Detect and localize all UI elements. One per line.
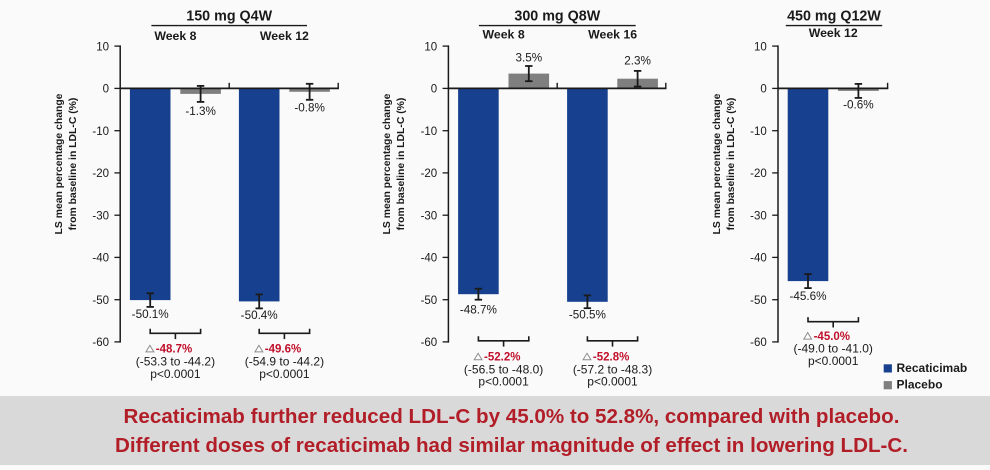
- svg-text:(-54.9 to -44.2): (-54.9 to -44.2): [245, 355, 324, 369]
- svg-text:3.5%: 3.5%: [515, 51, 542, 64]
- svg-text:-20: -20: [92, 168, 109, 180]
- svg-text:-30: -30: [421, 210, 438, 222]
- svg-text:(-56.5 to -48.0): (-56.5 to -48.0): [464, 362, 543, 376]
- svg-text:-45.6%: -45.6%: [789, 290, 826, 303]
- svg-text:-50: -50: [92, 295, 109, 307]
- svg-text:LS mean percentage change: LS mean percentage change: [54, 93, 65, 234]
- svg-text:450 mg Q12W: 450 mg Q12W: [787, 8, 881, 24]
- svg-text:-52.8%: -52.8%: [593, 352, 629, 364]
- svg-text:-40: -40: [92, 253, 109, 265]
- svg-text:Week 12: Week 12: [260, 29, 309, 43]
- svg-text:-52.2%: -52.2%: [484, 352, 520, 364]
- svg-text:-60: -60: [92, 337, 109, 349]
- svg-text:p<0.0001: p<0.0001: [587, 375, 638, 389]
- svg-text:-50.4%: -50.4%: [241, 309, 278, 322]
- svg-text:-50.1%: -50.1%: [132, 308, 169, 321]
- svg-text:-48.7%: -48.7%: [156, 344, 192, 356]
- svg-text:-45.0%: -45.0%: [814, 331, 850, 343]
- svg-text:-40: -40: [421, 253, 438, 265]
- svg-text:-40: -40: [750, 253, 767, 265]
- svg-text:from baseline in LDL-C (%): from baseline in LDL-C (%): [68, 98, 79, 231]
- svg-text:(-49.0 to -41.0): (-49.0 to -41.0): [794, 341, 873, 355]
- svg-text:LS mean percentage change: LS mean percentage change: [382, 93, 393, 234]
- svg-text:Week 8: Week 8: [154, 29, 196, 43]
- svg-text:0: 0: [431, 84, 437, 96]
- svg-text:-50: -50: [750, 295, 767, 307]
- svg-text:10: 10: [754, 41, 767, 53]
- svg-text:-30: -30: [750, 210, 767, 222]
- svg-text:Week 16: Week 16: [588, 27, 637, 41]
- svg-text:(-53.3 to -44.2): (-53.3 to -44.2): [136, 355, 215, 369]
- svg-text:from baseline in LDL-C (%): from baseline in LDL-C (%): [396, 98, 407, 231]
- svg-text:p<0.0001: p<0.0001: [150, 367, 201, 381]
- svg-text:-50: -50: [421, 295, 438, 307]
- svg-text:-20: -20: [750, 168, 767, 180]
- svg-text:LS mean percentage change: LS mean percentage change: [712, 93, 723, 234]
- svg-text:-10: -10: [421, 126, 438, 138]
- svg-text:-0.8%: -0.8%: [294, 101, 325, 114]
- svg-text:-60: -60: [750, 337, 767, 349]
- svg-text:Recaticimab: Recaticimab: [897, 361, 968, 375]
- svg-text:-20: -20: [421, 168, 438, 180]
- svg-text:10: 10: [96, 41, 109, 53]
- svg-text:-10: -10: [92, 126, 109, 138]
- svg-text:from baseline in LDL-C (%): from baseline in LDL-C (%): [726, 98, 737, 231]
- svg-text:p<0.0001: p<0.0001: [478, 375, 529, 389]
- svg-text:0: 0: [103, 84, 109, 96]
- svg-text:-30: -30: [92, 210, 109, 222]
- svg-text:-0.6%: -0.6%: [843, 98, 874, 111]
- svg-text:Recaticimab further reduced LD: Recaticimab further reduced LDL-C by 45.…: [124, 405, 900, 428]
- svg-text:Different doses of recaticimab: Different doses of recaticimab had simil…: [115, 434, 908, 457]
- svg-text:Week 12: Week 12: [809, 26, 858, 40]
- svg-text:150 mg Q4W: 150 mg Q4W: [186, 8, 272, 24]
- svg-text:-49.6%: -49.6%: [265, 344, 301, 356]
- svg-text:300 mg Q8W: 300 mg Q8W: [514, 8, 600, 24]
- svg-text:0: 0: [760, 84, 766, 96]
- svg-text:p<0.0001: p<0.0001: [808, 354, 859, 368]
- svg-text:-48.7%: -48.7%: [460, 304, 497, 317]
- svg-text:-1.3%: -1.3%: [185, 105, 216, 118]
- svg-text:10: 10: [424, 41, 437, 53]
- svg-text:-10: -10: [750, 126, 767, 138]
- svg-text:-50.5%: -50.5%: [569, 308, 606, 321]
- svg-text:Placebo: Placebo: [897, 378, 943, 392]
- svg-text:-60: -60: [421, 337, 438, 349]
- svg-text:p<0.0001: p<0.0001: [259, 367, 310, 381]
- svg-text:Week 8: Week 8: [483, 27, 525, 41]
- svg-text:2.3%: 2.3%: [624, 54, 651, 67]
- svg-text:(-57.2 to -48.3): (-57.2 to -48.3): [573, 362, 652, 376]
